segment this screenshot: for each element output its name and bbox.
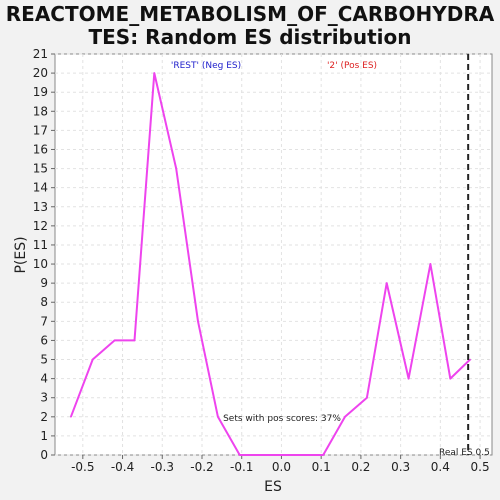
data-point xyxy=(322,454,324,456)
x-axis-label: ES xyxy=(264,479,282,495)
y-tick-label: 12 xyxy=(33,219,48,233)
y-tick-label: 16 xyxy=(33,142,48,156)
x-tick-label: 0.3 xyxy=(391,460,410,474)
data-point xyxy=(217,416,219,418)
series-line xyxy=(69,72,471,456)
x-tick-label: 0.0 xyxy=(272,460,291,474)
y-tick-label: 4 xyxy=(40,372,48,386)
chart-title-line1: REACTOME_METABOLISM_OF_CARBOHYDRA xyxy=(6,2,495,26)
y-tick-label: 5 xyxy=(40,353,48,367)
y-tick-label: 11 xyxy=(33,238,48,252)
y-tick-label: 19 xyxy=(33,85,48,99)
data-point xyxy=(407,377,410,380)
y-tick-label: 18 xyxy=(33,104,48,118)
y-tick-label: 17 xyxy=(33,123,48,137)
y-tick-label: 14 xyxy=(33,181,48,195)
data-point xyxy=(469,358,471,361)
x-tick-label: 0.1 xyxy=(312,460,331,474)
data-point xyxy=(385,282,388,284)
data-point xyxy=(153,72,156,74)
real-es-label: Real ES 0.5 xyxy=(439,448,490,458)
data-point xyxy=(70,416,72,418)
y-tick-label: 1 xyxy=(40,429,48,443)
plot-area xyxy=(54,53,493,456)
x-axis-ticks: -0.5 -0.4 -0.3 -0.2 -0.1 0.0 0.1 0.2 0.3 0.4 0.5 xyxy=(71,455,490,474)
x-tick-label: 0.4 xyxy=(431,460,450,474)
data-point xyxy=(197,320,199,323)
data-point xyxy=(260,454,263,456)
x-tick-label: 0.2 xyxy=(351,460,370,474)
data-point xyxy=(366,396,368,399)
y-tick-label: 13 xyxy=(33,200,48,214)
chart-title-line2: TES: Random ES distribution xyxy=(89,25,412,49)
y-tick-label: 20 xyxy=(33,66,48,80)
x-tick-label: -0.3 xyxy=(151,460,174,474)
pos-es-label: '2' (Pos ES) xyxy=(327,61,377,71)
y-tick-label: 0 xyxy=(40,448,48,462)
y-tick-label: 8 xyxy=(40,295,48,309)
x-tick-label: -0.5 xyxy=(71,460,94,474)
x-tick-label: -0.4 xyxy=(111,460,134,474)
y-tick-label: 15 xyxy=(33,162,48,176)
data-point xyxy=(300,454,303,456)
data-point xyxy=(280,454,283,456)
y-tick-label: 9 xyxy=(40,276,48,290)
y-tick-label: 7 xyxy=(40,314,48,328)
y-tick-label: 2 xyxy=(40,410,48,424)
y-tick-label: 3 xyxy=(40,391,48,405)
y-tick-label: 6 xyxy=(40,333,48,347)
x-tick-label: -0.1 xyxy=(230,460,253,474)
data-point xyxy=(429,263,432,265)
data-point xyxy=(344,416,346,418)
y-tick-label: 21 xyxy=(33,47,48,61)
y-tick-label: 10 xyxy=(33,257,48,271)
data-point xyxy=(238,454,241,456)
x-tick-label: -0.2 xyxy=(190,460,213,474)
data-point xyxy=(113,339,116,342)
grid-lines xyxy=(55,53,492,456)
data-point xyxy=(91,358,94,361)
data-point xyxy=(133,339,136,342)
series-group xyxy=(69,72,471,456)
data-point xyxy=(175,167,177,170)
neg-es-label: 'REST' (Neg ES) xyxy=(171,61,241,71)
pos-scores-annotation: Sets with pos scores: 37% xyxy=(223,414,341,424)
x-tick-label: 0.5 xyxy=(471,460,490,474)
data-point xyxy=(449,377,452,380)
y-axis-label: P(ES) xyxy=(13,236,29,273)
